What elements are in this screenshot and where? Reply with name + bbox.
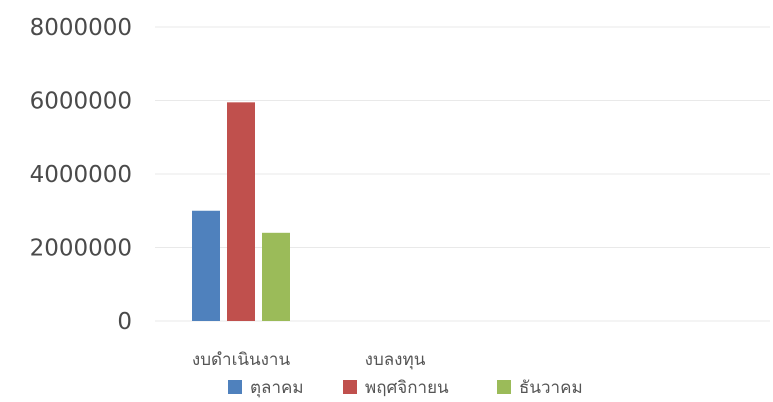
legend-swatch — [343, 380, 357, 394]
x-axis-categories: งบดำเนินงาน งบลงทุน — [192, 350, 426, 370]
legend: ตุลาคม พฤศจิกายน ธันวาคม — [228, 378, 583, 398]
y-tick-label: 4000000 — [30, 162, 132, 188]
legend-label: พฤศจิกายน — [365, 378, 449, 398]
bar — [262, 232, 290, 321]
legend-label: ธันวาคม — [519, 378, 583, 398]
grid-lines — [155, 26, 770, 322]
x-category-label: งบลงทุน — [365, 350, 426, 370]
y-axis-ticks: 0 2000000 4000000 6000000 8000000 — [30, 15, 132, 335]
legend-label: ตุลาคม — [250, 378, 304, 398]
y-tick-label: 8000000 — [30, 15, 132, 41]
bar — [227, 102, 255, 322]
legend-swatch — [228, 380, 242, 394]
y-tick-label: 2000000 — [30, 236, 132, 262]
bars — [192, 102, 290, 322]
y-tick-label: 6000000 — [30, 89, 132, 115]
legend-swatch — [497, 380, 511, 394]
bar — [192, 210, 220, 321]
x-category-label: งบดำเนินงาน — [192, 350, 291, 370]
y-tick-label: 0 — [117, 309, 132, 335]
